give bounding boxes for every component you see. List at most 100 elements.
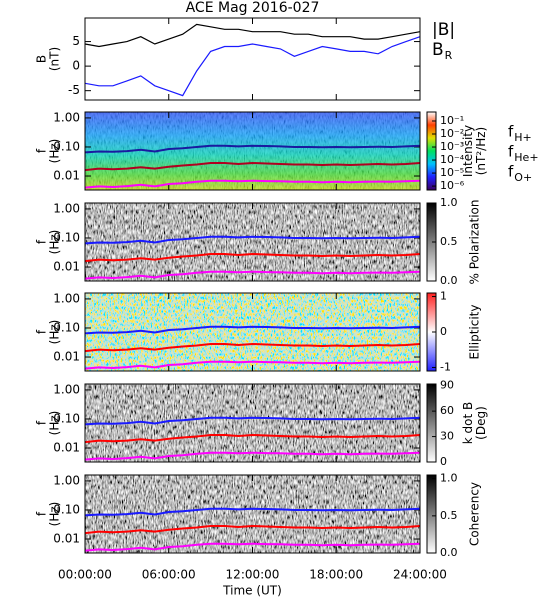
y-tick-label: 0.10 [53, 320, 80, 334]
colorbar-tick-label: -1 [440, 360, 451, 373]
y-axis-label: f [35, 148, 49, 153]
colorbar-tick-label: 1.0 [440, 196, 458, 209]
series-line [84, 161, 421, 172]
colorbar-tick-label: 0 [440, 325, 447, 338]
legend-subscript: R [445, 49, 453, 62]
colorbar-tick-label: 90 [440, 379, 454, 392]
colorbar-tick-label: 10⁻¹ [440, 114, 464, 127]
colorbar-label: (nT²/Hz) [474, 127, 488, 175]
plot-frame [84, 292, 421, 372]
y-axis-label: f [35, 420, 49, 425]
y-tick-label: 1.00 [53, 110, 80, 124]
y-axis-label: f [35, 511, 49, 516]
x-tick-label: 00:00:00 [58, 568, 112, 582]
y-tick-label: 0.10 [53, 411, 80, 425]
plot-frame [84, 474, 421, 554]
y-tick-label: 1.00 [53, 201, 80, 215]
colorbar-tick-label: 10⁻⁶ [440, 179, 465, 192]
series-line [84, 416, 421, 426]
legend-label: f [508, 143, 514, 161]
series-line [84, 144, 421, 154]
y-tick-label: 0.01 [53, 260, 80, 274]
series-line [84, 433, 421, 444]
series-line [84, 542, 421, 552]
y-tick-label: 0.01 [53, 169, 80, 183]
chart-title: ACE Mag 2016-027 [186, 0, 320, 16]
x-axis-label: Time (UT) [222, 584, 282, 598]
y-axis-label: f [35, 329, 49, 334]
series-line [84, 342, 421, 353]
colorbar-tick-label: 60 [440, 404, 454, 417]
colorbar-tick-label: 0.0 [440, 546, 458, 559]
y-axis-label: B [35, 55, 49, 63]
legend-label: f [508, 163, 514, 181]
y-tick-label: 0.10 [53, 139, 80, 153]
x-tick-label: 12:00:00 [226, 568, 280, 582]
series-line [84, 235, 421, 245]
series-line [84, 524, 421, 535]
colorbar-label: Coherency [468, 482, 482, 546]
plot-frame [84, 111, 421, 191]
y-tick-label: -5 [68, 83, 80, 97]
legend-label: |B| [432, 20, 455, 40]
series-line [84, 270, 421, 280]
y-axis-label: (Hz) [48, 139, 62, 164]
y-axis-label: (nT) [48, 47, 62, 71]
legend-subscript: O+ [514, 171, 532, 184]
colorbar [426, 111, 437, 191]
colorbar-tick-label: 0 [440, 455, 447, 468]
colorbar [426, 383, 437, 463]
series-line [84, 451, 421, 461]
spectrogram-image [85, 203, 420, 281]
spectrogram-image [85, 293, 420, 371]
colorbar-label: (Deg) [474, 406, 488, 440]
y-tick-label: 0.10 [53, 502, 80, 516]
plot-frame [84, 202, 421, 282]
colorbar-tick-label: 10⁻⁴ [440, 153, 465, 166]
y-tick-label: 0.01 [53, 441, 80, 455]
colorbar-tick-label: 10⁻⁵ [440, 166, 464, 179]
colorbar-tick-label: 0.5 [440, 235, 458, 248]
colorbar-tick-label: 10⁻² [440, 127, 464, 140]
colorbar-label: Intensity [461, 125, 475, 177]
y-axis-label: (Hz) [48, 411, 62, 436]
y-axis-label: (Hz) [48, 502, 62, 527]
spectrogram-image [85, 384, 420, 462]
plot-frame [84, 383, 421, 463]
plot-frame [84, 17, 421, 101]
series-line [84, 36, 421, 97]
x-tick-label: 06:00:00 [142, 568, 196, 582]
colorbar-label: Ellipticity [468, 305, 482, 360]
colorbar-tick-label: 10⁻³ [440, 140, 464, 153]
y-tick-label: 0.01 [53, 350, 80, 364]
legend-label: B [432, 40, 444, 60]
spectrogram-image [85, 475, 420, 553]
y-axis-label: (Hz) [48, 230, 62, 255]
series-line [84, 252, 421, 263]
colorbar [426, 474, 437, 554]
colorbar-tick-label: 1 [440, 290, 447, 303]
colorbar-label: k dot B [461, 402, 475, 444]
y-tick-label: 5 [72, 34, 80, 48]
y-tick-label: 0 [72, 59, 80, 73]
legend-subscript: H+ [514, 131, 532, 144]
colorbar-tick-label: 0.0 [440, 274, 458, 287]
y-tick-label: 1.00 [53, 382, 80, 396]
colorbar-label: % Polarization [468, 200, 482, 285]
y-tick-label: 1.00 [53, 291, 80, 305]
colorbar-tick-label: 30 [440, 430, 454, 443]
colorbar-tick-label: 1.0 [440, 472, 458, 485]
series-line [84, 507, 421, 517]
series-line [84, 360, 421, 370]
legend-label: f [508, 123, 514, 141]
colorbar-tick-label: 0.5 [440, 509, 458, 522]
y-tick-label: 0.10 [53, 230, 80, 244]
y-tick-label: 1.00 [53, 473, 80, 487]
x-tick-label: 18:00:00 [309, 568, 363, 582]
x-tick-label: 24:00:00 [393, 568, 447, 582]
series-line [84, 23, 421, 48]
y-axis-label: f [35, 239, 49, 244]
spectrogram-texture [85, 112, 420, 190]
series-line [84, 179, 421, 189]
